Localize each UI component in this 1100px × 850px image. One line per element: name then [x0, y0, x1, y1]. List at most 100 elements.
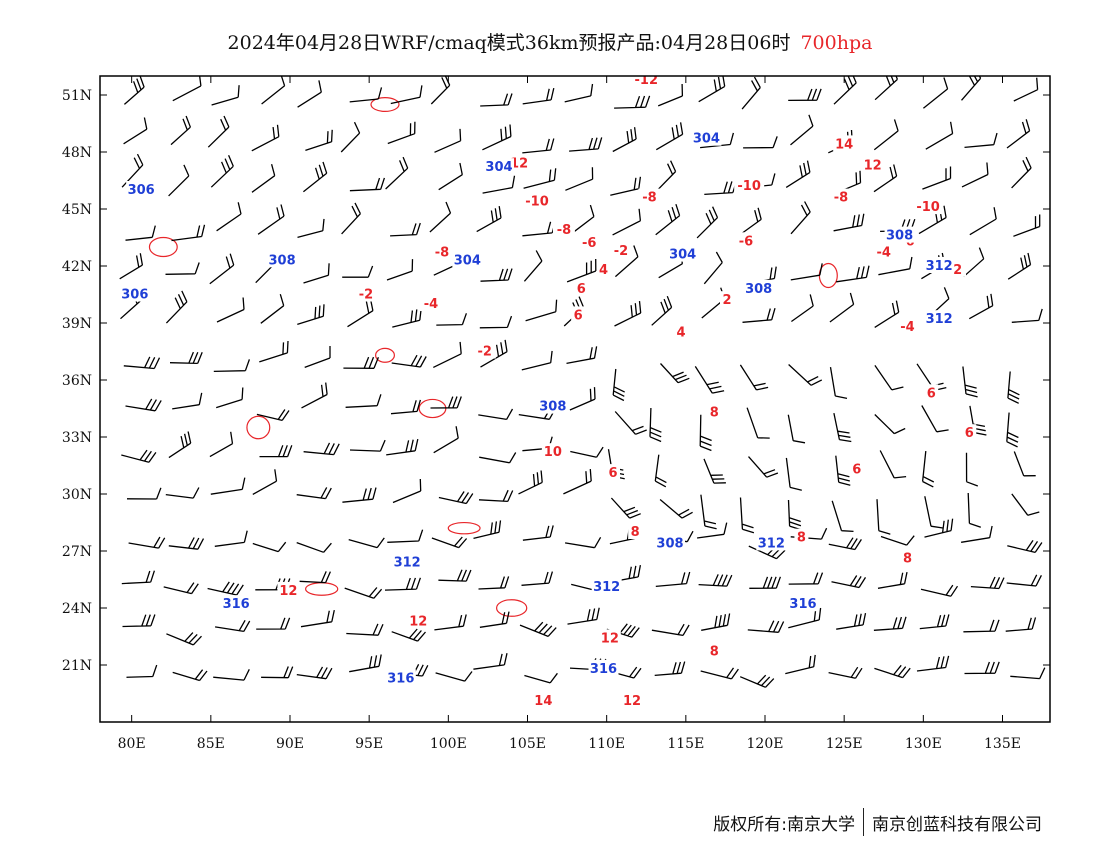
temperature-label: 8	[710, 405, 719, 420]
wind-barb	[431, 536, 468, 549]
wind-barb	[788, 572, 824, 585]
wind-barb	[566, 258, 597, 283]
map-title: 2024年04月28日WRF/cmaq模式36km预报产品:04月28日06时 7…	[0, 28, 1100, 55]
wind-barb	[391, 628, 426, 642]
wind-barb	[655, 122, 684, 151]
temperature-label-bg	[830, 188, 852, 205]
wind-barb	[835, 455, 851, 486]
wind-barb	[614, 301, 642, 327]
wind-barb	[828, 666, 863, 679]
temperature-label-bg	[541, 443, 564, 460]
temperature-label: -6	[582, 236, 596, 251]
temperature-label-bg	[621, 692, 643, 709]
wind-barb	[522, 525, 554, 541]
temperature-label-bg	[552, 220, 575, 237]
credit-company: 南京创蓝科技有限公司	[872, 814, 1042, 835]
title-pressure-level: 700hpa	[800, 32, 873, 54]
wind-barb	[968, 293, 994, 320]
temperature-label: -10	[737, 179, 761, 194]
wind-barb	[434, 128, 462, 153]
wind-barb	[121, 153, 144, 188]
wind-barb	[609, 564, 642, 583]
geopotential-label-bg	[385, 669, 416, 686]
wind-barb	[697, 522, 728, 539]
lat-label: 45N	[62, 202, 92, 218]
wind-barb	[924, 518, 954, 538]
wind-barb	[480, 268, 513, 282]
wind-barb	[251, 124, 280, 152]
temperature-label: -2	[478, 345, 492, 360]
wind-barb	[296, 541, 332, 553]
wind-barb	[122, 614, 156, 628]
isotherm-loop	[375, 347, 395, 363]
temperature-label: 14	[534, 694, 552, 709]
wind-barb	[569, 137, 603, 152]
wind-barb	[429, 201, 452, 233]
temperature-label: 10	[544, 445, 562, 460]
wind-barb	[921, 405, 949, 433]
wind-barb	[1013, 451, 1036, 477]
wind-barb	[433, 341, 462, 368]
temperature-label: 12	[279, 584, 297, 599]
wind-barb	[742, 308, 776, 323]
wind-barb	[430, 76, 451, 105]
lat-label: 33N	[62, 430, 92, 446]
lon-label: 135E	[984, 736, 1021, 752]
wind-barb	[342, 487, 377, 503]
geopotential-label: 312	[394, 555, 421, 570]
temperature-label-bg	[849, 460, 864, 477]
wind-barb	[216, 387, 244, 409]
temperature-label: -10	[525, 194, 549, 209]
wind-barb	[747, 620, 785, 633]
wind-barb	[1006, 412, 1019, 448]
wind-barb	[790, 263, 823, 281]
wind-barb	[749, 576, 782, 589]
lon-label: 90E	[276, 736, 304, 752]
wind-barb	[703, 458, 726, 484]
wind-barb	[960, 525, 993, 543]
wind-barb	[703, 251, 723, 285]
plot-frame	[99, 75, 1051, 723]
temperature-label-bg	[872, 243, 895, 260]
temperature-label: 12	[623, 694, 641, 709]
geopotential-label: 316	[590, 662, 617, 677]
wind-barb	[170, 115, 192, 146]
geopotential-label: 312	[926, 259, 953, 274]
wind-barb	[836, 612, 867, 630]
geopotential-label-bg	[591, 578, 622, 595]
wind-barb	[743, 136, 778, 149]
temperature-label-bg	[419, 295, 442, 311]
wind-barb	[833, 213, 865, 232]
lat-label: 30N	[62, 487, 92, 503]
wind-barb	[785, 160, 811, 188]
wind-barb	[172, 76, 202, 102]
wind-barb	[1005, 617, 1037, 632]
wind-barb	[788, 364, 823, 386]
wind-barb	[570, 446, 604, 458]
wind-barb	[614, 95, 651, 109]
wind-barb	[259, 340, 289, 363]
wind-barb	[260, 294, 285, 324]
geopotential-label: 304	[485, 160, 512, 175]
wind-barb	[961, 76, 982, 101]
temperature-label: 14	[835, 137, 853, 152]
wind-barb	[785, 654, 816, 675]
wind-barb	[209, 253, 235, 285]
wind-barb	[387, 121, 416, 145]
wind-barb	[478, 576, 510, 590]
geopotential-label-bg	[537, 397, 568, 414]
geopotential-label-bg	[484, 158, 514, 175]
geopotential-label-bg	[884, 226, 915, 243]
lon-label: 85E	[197, 736, 225, 752]
credit-divider	[863, 808, 864, 836]
wind-barb	[831, 575, 867, 589]
wind-barb	[694, 366, 725, 394]
temperature-label-bg	[720, 291, 734, 308]
temperature-label: -4	[877, 246, 891, 261]
wind-barb	[921, 451, 935, 488]
wind-barb	[479, 611, 510, 628]
contour-labels: -12-12-10-10-10-8-8-8-8-6-6-6-4-4-4-2-2-…	[119, 76, 977, 709]
wind-barb	[874, 76, 899, 101]
wind-barb	[168, 431, 192, 459]
temperature-label-bg	[532, 692, 555, 709]
